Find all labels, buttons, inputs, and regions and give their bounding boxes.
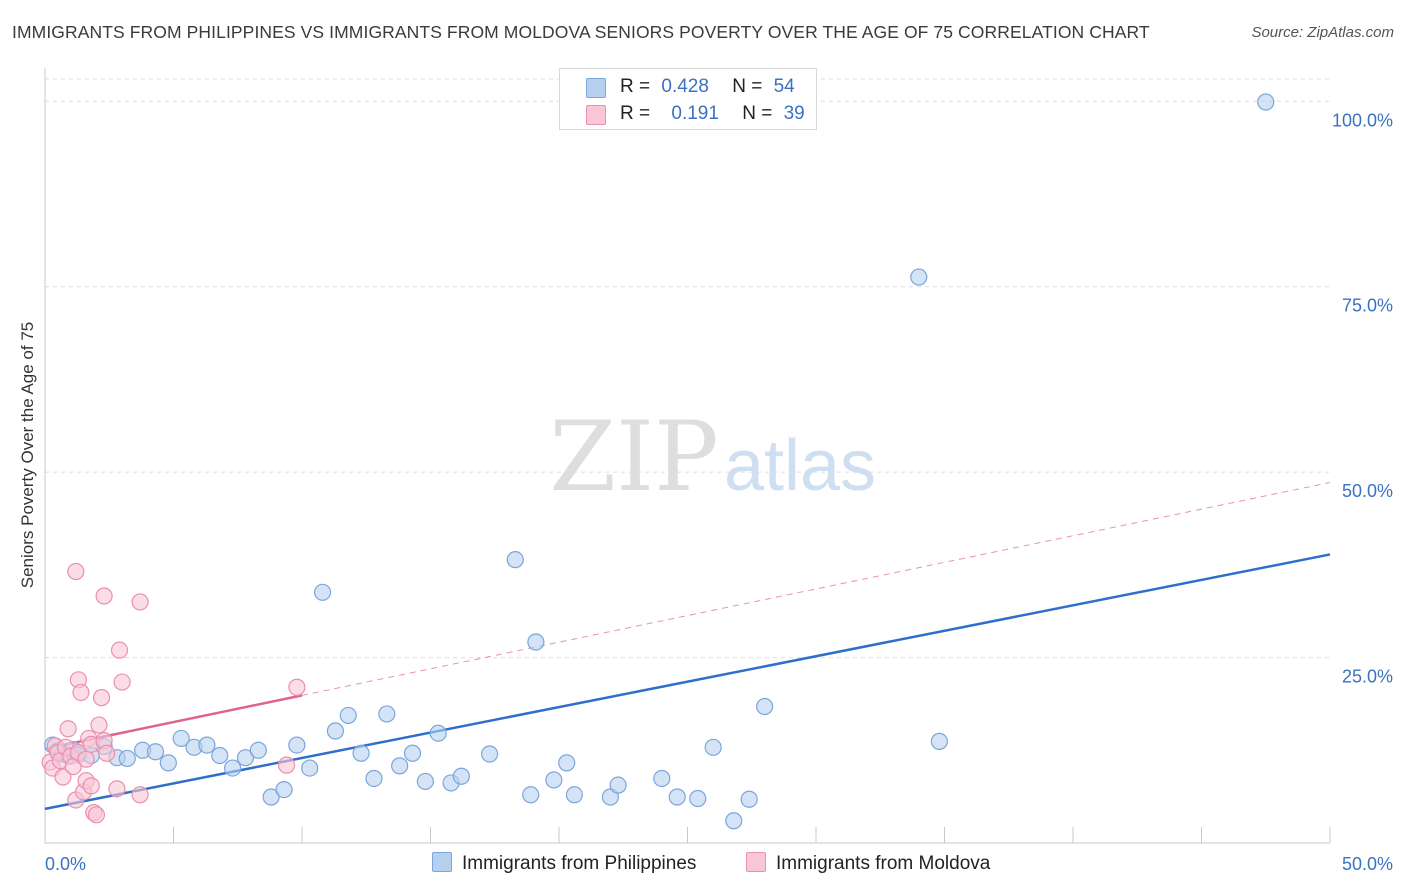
data-point-philippines — [288, 736, 306, 754]
data-point-moldova — [90, 716, 108, 734]
data-point-moldova — [108, 780, 126, 798]
data-point-philippines — [118, 749, 136, 768]
data-point-moldova — [77, 750, 95, 768]
data-point-philippines — [481, 745, 499, 763]
legend-r-value: 0.428 — [661, 76, 709, 97]
watermark-zip: ZIP — [549, 401, 718, 513]
y-tick-label: 100.0% — [1332, 110, 1393, 130]
legend-n-value: 54 — [773, 76, 795, 97]
data-point-philippines — [668, 788, 686, 806]
data-point-philippines — [159, 754, 177, 772]
data-point-moldova — [131, 786, 149, 804]
legend-label-philippines: Immigrants from Philippines — [462, 853, 697, 874]
data-point-philippines — [506, 551, 524, 569]
data-point-philippines — [740, 790, 758, 808]
data-point-philippines — [565, 786, 584, 804]
data-point-philippines — [689, 789, 707, 808]
data-point-philippines — [365, 769, 383, 788]
data-point-moldova — [67, 562, 85, 581]
legend-n-label: N = — [742, 103, 773, 124]
data-point-philippines — [224, 759, 242, 777]
data-point-philippines — [522, 786, 540, 804]
y-tick-label: 50.0% — [1342, 481, 1393, 501]
data-point-philippines — [653, 769, 671, 788]
data-point-moldova — [82, 777, 100, 795]
stats-legend: R = 0.428 N = 54 R = 0.191 N = 39 — [559, 68, 817, 130]
data-point-philippines — [301, 759, 319, 777]
y-axis-title: Seniors Poverty Over the Age of 75 — [18, 321, 37, 589]
chart-title: IMMIGRANTS FROM PHILIPPINES VS IMMIGRANT… — [12, 22, 1150, 42]
data-point-philippines — [146, 743, 165, 761]
data-point-philippines — [211, 746, 229, 765]
data-point-philippines — [198, 736, 216, 754]
data-point-philippines — [236, 749, 255, 767]
legend-label-moldova: Immigrants from Moldova — [776, 853, 991, 874]
data-point-philippines — [910, 268, 928, 286]
data-point-moldova — [288, 678, 306, 696]
data-point-moldova — [59, 720, 77, 738]
y-tick-label: 75.0% — [1342, 296, 1393, 316]
data-point-philippines — [172, 729, 190, 748]
bottom-legend-philippines: Immigrants from Philippines — [432, 852, 696, 875]
y-tick-label: 25.0% — [1342, 667, 1393, 687]
data-point-moldova — [72, 683, 90, 702]
data-point-moldova — [87, 806, 106, 824]
data-point-moldova — [95, 587, 113, 605]
data-point-philippines — [601, 788, 620, 806]
data-point-philippines — [275, 780, 293, 799]
data-point-philippines — [339, 706, 357, 725]
data-point-philippines — [352, 744, 370, 762]
data-point-philippines — [391, 757, 409, 775]
legend-r-label: R = — [620, 103, 651, 124]
data-point-philippines — [326, 722, 345, 740]
source-label: Source: ZipAtlas.com — [1251, 24, 1394, 41]
legend-n-value: 39 — [783, 103, 805, 124]
data-point-moldova — [131, 593, 149, 611]
data-point-philippines — [429, 724, 447, 742]
legend-swatch-blue — [432, 852, 452, 872]
data-point-philippines — [1257, 93, 1275, 111]
data-point-philippines — [262, 788, 280, 806]
data-point-philippines — [416, 772, 434, 791]
data-point-moldova — [277, 756, 296, 774]
bottom-legend-moldova: Immigrants from Moldova — [746, 852, 990, 875]
legend-r-value: 0.191 — [671, 103, 719, 124]
legend-r-label: R = — [620, 76, 651, 97]
data-point-philippines — [249, 741, 267, 759]
data-point-philippines — [527, 633, 545, 651]
data-point-philippines — [378, 705, 396, 723]
data-point-philippines — [558, 754, 576, 772]
trend-line-philippines — [44, 553, 1331, 811]
data-point-philippines — [545, 771, 563, 789]
data-point-philippines — [755, 697, 774, 716]
data-point-philippines — [313, 583, 332, 601]
data-point-philippines — [930, 732, 948, 750]
data-point-philippines — [403, 744, 422, 762]
watermark-atlas: atlas — [724, 426, 876, 506]
data-point-philippines — [704, 738, 722, 756]
data-point-philippines — [609, 776, 627, 794]
legend-swatch-pink — [746, 852, 766, 872]
legend-swatch-blue — [586, 78, 606, 98]
data-point-moldova — [113, 673, 131, 691]
data-point-moldova — [110, 641, 129, 659]
legend-n-label: N = — [732, 76, 763, 97]
trend-line-moldova-extension — [301, 482, 1331, 696]
data-point-philippines — [725, 812, 743, 830]
data-point-moldova — [98, 744, 116, 762]
data-point-philippines — [452, 767, 470, 785]
data-point-moldova — [54, 768, 72, 786]
legend-swatch-pink — [586, 105, 606, 125]
x-tick-label: 50.0% — [1342, 854, 1393, 874]
data-point-moldova — [92, 689, 111, 707]
x-tick-label: 0.0% — [45, 854, 86, 874]
